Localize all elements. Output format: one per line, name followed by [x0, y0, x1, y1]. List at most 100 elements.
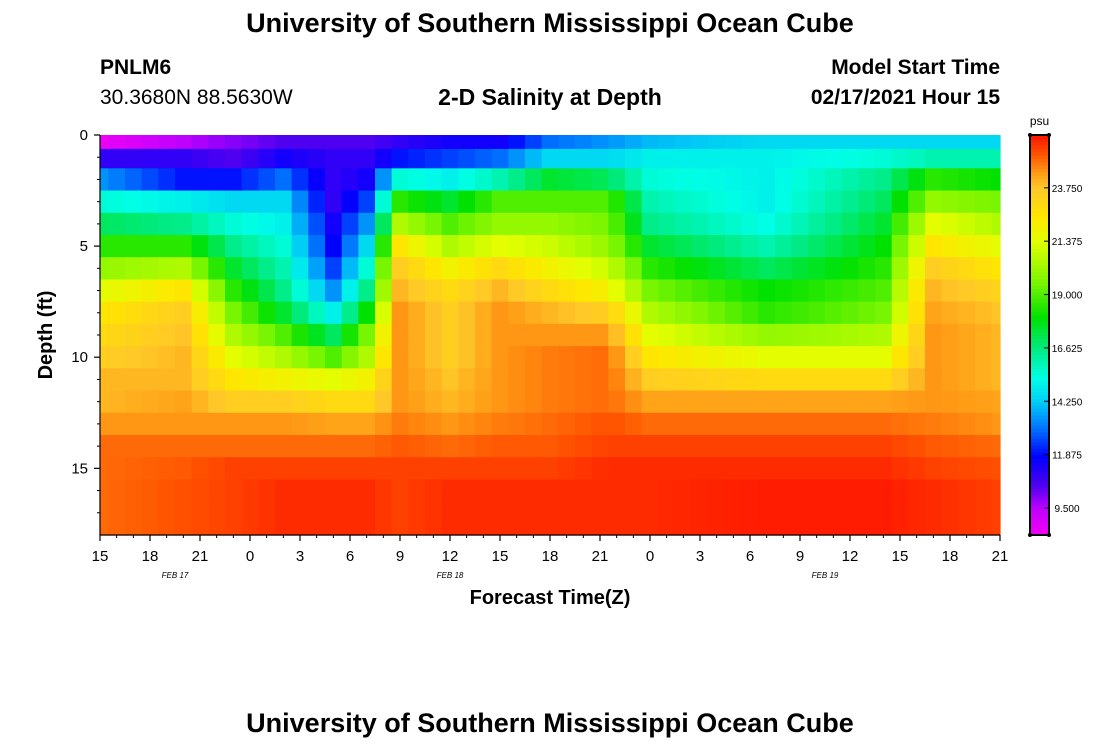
colorbar-swatch — [1030, 261, 1049, 266]
heatmap-cell — [425, 521, 443, 536]
heatmap-cell — [175, 368, 193, 392]
heatmap-cell — [675, 501, 693, 522]
colorbar-swatch — [1030, 341, 1049, 346]
heatmap-cell — [575, 479, 593, 503]
heatmap-cell — [875, 346, 893, 369]
colorbar-swatch — [1030, 355, 1049, 359]
heatmap-cell — [275, 457, 293, 481]
heatmap-cell — [691, 457, 709, 481]
colorbar-tick-label: 21.375 — [1052, 237, 1083, 248]
colorbar-swatch — [1030, 365, 1049, 369]
colorbar-swatch — [1030, 228, 1049, 233]
colorbar-swatch — [1030, 491, 1049, 496]
colorbar-swatch — [1030, 285, 1049, 289]
heatmap-cell — [708, 301, 726, 325]
heatmap-cell — [391, 412, 409, 436]
heatmap-cell — [675, 212, 693, 236]
heatmap-cell — [641, 168, 659, 192]
colorbar-swatch — [1030, 301, 1049, 306]
heatmap-cell — [558, 368, 576, 392]
heatmap-cell — [941, 457, 959, 481]
heatmap-cell — [591, 412, 609, 436]
heatmap-cell — [691, 435, 709, 458]
colorbar-swatch — [1030, 445, 1049, 449]
heatmap-cell — [175, 235, 193, 258]
heatmap-cell — [791, 257, 809, 281]
heatmap-cell — [641, 257, 659, 281]
heatmap-cell — [341, 148, 359, 169]
heatmap-cell — [675, 521, 693, 536]
heatmap-cell — [175, 301, 193, 325]
heatmap-cell — [341, 479, 359, 503]
heatmap-cell — [658, 368, 676, 392]
heatmap-cell — [741, 501, 759, 522]
heatmap-cell — [741, 279, 759, 303]
heatmap-cell — [125, 521, 143, 536]
colorbar-swatch — [1030, 531, 1049, 536]
heatmap-cell — [691, 323, 709, 347]
heatmap-cell — [108, 257, 126, 281]
heatmap-cell — [308, 412, 326, 436]
heatmap-cell — [658, 323, 676, 347]
heatmap-cell — [591, 435, 609, 458]
colorbar-swatch — [1030, 385, 1049, 389]
heatmap-cell — [708, 257, 726, 281]
heatmap-cell — [808, 435, 826, 458]
heatmap-cell — [758, 135, 776, 150]
colorbar-swatch — [1030, 135, 1049, 139]
heatmap-cell — [325, 235, 343, 258]
heatmap-cell — [158, 257, 176, 281]
heatmap-cell — [375, 323, 393, 347]
heatmap-cell — [958, 346, 976, 369]
heatmap-cell — [258, 301, 276, 325]
heatmap-cell — [375, 168, 393, 192]
heatmap-cell — [975, 435, 993, 458]
heatmap-cell — [875, 368, 893, 392]
heatmap-cell — [558, 235, 576, 258]
heatmap-cell — [975, 235, 993, 258]
heatmap-cell — [891, 257, 909, 281]
heatmap-cell — [775, 390, 793, 414]
heatmap-cell — [175, 148, 193, 169]
heatmap-cell — [741, 346, 759, 369]
heatmap-cell — [258, 457, 276, 481]
colorbar-swatch — [1030, 235, 1049, 239]
heatmap-cell — [391, 368, 409, 392]
heatmap-cell — [475, 435, 493, 458]
heatmap-cell — [458, 279, 476, 303]
heatmap-cell — [558, 479, 576, 503]
heatmap-cell — [458, 346, 476, 369]
colorbar-swatch — [1030, 158, 1049, 163]
heatmap-cell — [408, 368, 426, 392]
heatmap-cell — [258, 521, 276, 536]
heatmap-cell — [441, 301, 459, 325]
heatmap-cell — [775, 301, 793, 325]
heatmap-cell — [825, 212, 843, 236]
heatmap-cell — [491, 212, 509, 236]
heatmap-cell — [608, 148, 626, 169]
colorbar-swatch — [1030, 441, 1049, 446]
heatmap-cell — [741, 521, 759, 536]
heatmap-cell — [525, 390, 543, 414]
heatmap-cell — [908, 479, 926, 503]
heatmap-cell — [258, 257, 276, 281]
heatmap-cell — [508, 135, 526, 150]
heatmap-cell — [291, 435, 309, 458]
heatmap-cell — [375, 501, 393, 522]
heatmap-cell — [375, 301, 393, 325]
heatmap-cell — [308, 148, 326, 169]
heatmap-cell — [375, 279, 393, 303]
heatmap-cell — [325, 435, 343, 458]
heatmap-cell — [658, 435, 676, 458]
heatmap-cell — [425, 235, 443, 258]
heatmap-cell — [158, 190, 176, 214]
heatmap-cell — [391, 435, 409, 458]
heatmap-cell — [691, 501, 709, 522]
heatmap-cell — [708, 279, 726, 303]
heatmap-cell — [708, 501, 726, 522]
heatmap-cell — [775, 323, 793, 347]
heatmap-cell — [591, 390, 609, 414]
heatmap-cell — [358, 479, 376, 503]
heatmap-cell — [441, 323, 459, 347]
